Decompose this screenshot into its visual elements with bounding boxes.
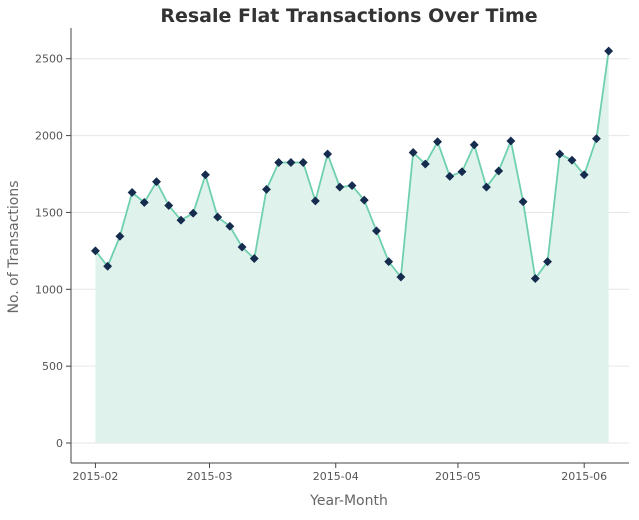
y-tick-label: 1000 [35,283,63,296]
data-point-marker [507,137,515,145]
x-tick-label: 2015-02 [72,470,118,483]
x-tick-label: 2015-06 [561,470,607,483]
area-layer [95,51,608,443]
y-axis-label: No. of Transactions [6,180,22,313]
x-tick-label: 2015-03 [186,470,232,483]
y-tick-label: 1500 [35,206,63,219]
data-point-marker [323,150,331,158]
data-point-marker [604,47,612,55]
x-tick-label: 2015-05 [435,470,481,483]
x-tick-label: 2015-04 [313,470,359,483]
y-tick-label: 0 [56,437,63,450]
chart-title: Resale Flat Transactions Over Time [160,5,537,27]
y-tick-label: 2000 [35,130,63,143]
x-axis-label: Year-Month [309,493,388,509]
data-point-marker [470,141,478,149]
y-tick-label: 500 [42,360,63,373]
area-fill [95,51,608,443]
data-point-marker [433,138,441,146]
data-point-marker [201,171,209,179]
data-point-marker [152,178,160,186]
y-tick-label: 2500 [35,53,63,66]
